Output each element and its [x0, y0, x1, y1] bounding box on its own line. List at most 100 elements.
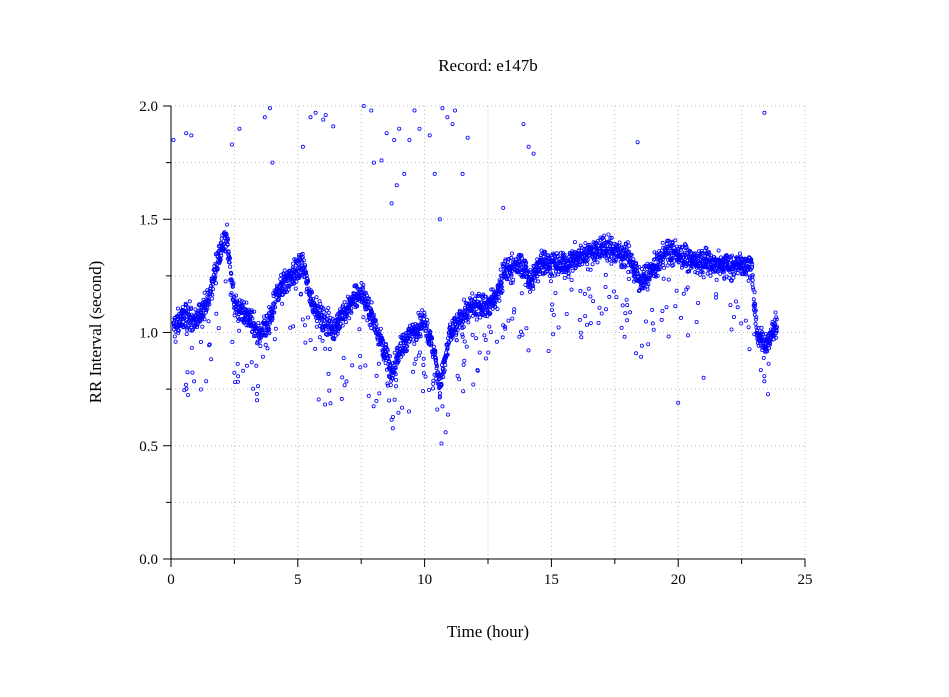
data-point	[613, 259, 618, 264]
data-point	[343, 320, 348, 325]
data-point	[270, 314, 275, 319]
data-point	[271, 305, 276, 310]
data-point	[294, 279, 299, 284]
data-point	[439, 441, 444, 446]
data-point	[465, 312, 470, 317]
data-point	[454, 338, 459, 343]
data-point	[597, 305, 602, 310]
data-point	[408, 336, 413, 341]
data-point	[263, 331, 268, 336]
data-point	[506, 318, 511, 323]
data-point	[314, 319, 319, 324]
data-point	[175, 306, 180, 311]
data-point	[376, 361, 381, 366]
data-point	[526, 348, 531, 353]
data-point	[762, 374, 767, 379]
data-point	[216, 251, 221, 256]
data-point	[250, 316, 255, 321]
data-point	[666, 334, 671, 339]
data-point	[629, 269, 634, 274]
data-point	[460, 321, 465, 326]
x-axis-label: Time (hour)	[447, 622, 529, 641]
data-point	[762, 379, 767, 384]
outlier-point	[701, 375, 706, 380]
data-point	[218, 257, 223, 262]
data-point	[340, 375, 345, 380]
data-point	[477, 350, 482, 355]
data-point	[290, 265, 295, 270]
data-point	[722, 276, 727, 281]
data-point	[393, 365, 398, 370]
data-point	[753, 301, 758, 306]
data-point	[542, 251, 547, 256]
data-point	[520, 332, 525, 337]
data-point	[743, 318, 748, 323]
data-point	[210, 287, 215, 292]
data-point	[744, 272, 749, 277]
data-point	[410, 369, 415, 374]
x-tick-label: 5	[294, 572, 302, 588]
data-point	[687, 269, 692, 274]
data-point	[685, 285, 690, 290]
outlier-point	[270, 160, 275, 165]
x-tick-label: 15	[544, 572, 559, 588]
data-point	[734, 299, 739, 304]
data-point	[767, 346, 772, 351]
data-point	[570, 268, 575, 273]
data-point	[418, 334, 423, 339]
data-point	[272, 310, 277, 315]
data-point	[320, 338, 325, 343]
data-point	[358, 365, 363, 370]
data-point	[423, 374, 428, 379]
data-point	[439, 383, 444, 388]
data-point	[235, 361, 240, 366]
data-point	[361, 315, 366, 320]
data-point	[499, 280, 504, 285]
data-point	[653, 272, 658, 277]
data-point	[488, 330, 493, 335]
data-point	[374, 373, 379, 378]
data-point	[552, 273, 557, 278]
data-point	[628, 310, 633, 315]
data-point	[586, 286, 591, 291]
data-point	[679, 265, 684, 270]
data-point	[550, 302, 555, 307]
data-point	[326, 310, 331, 315]
data-point	[412, 341, 417, 346]
data-point	[226, 250, 231, 255]
data-point	[450, 335, 455, 340]
data-point	[490, 287, 495, 292]
data-point	[428, 331, 433, 336]
data-point	[650, 307, 655, 312]
data-point	[228, 264, 233, 269]
data-point	[625, 240, 630, 245]
data-point	[278, 276, 283, 281]
outlier-point	[450, 122, 455, 127]
data-point	[200, 324, 205, 329]
data-point	[773, 310, 778, 315]
data-point	[262, 318, 267, 323]
data-point	[202, 317, 207, 322]
data-point	[254, 363, 259, 368]
data-point	[727, 275, 732, 280]
data-point	[206, 298, 211, 303]
data-point	[731, 275, 736, 280]
data-point	[441, 370, 446, 375]
data-point	[437, 391, 442, 396]
data-point	[536, 279, 541, 284]
data-point	[418, 315, 423, 320]
data-point	[585, 267, 590, 272]
outlier-point	[331, 124, 336, 129]
data-point	[454, 312, 459, 317]
data-point	[701, 275, 706, 280]
data-point	[460, 334, 465, 339]
data-point	[293, 286, 298, 291]
data-point	[219, 236, 224, 241]
data-point	[506, 277, 511, 282]
data-point	[765, 349, 770, 354]
data-point	[250, 310, 255, 315]
data-point	[760, 329, 765, 334]
data-point	[378, 326, 383, 331]
data-point	[173, 339, 178, 344]
